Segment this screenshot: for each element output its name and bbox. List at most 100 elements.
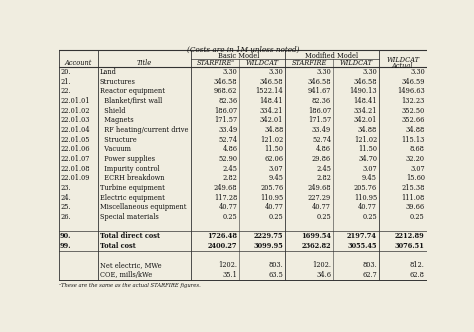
Text: 2.45: 2.45 (316, 165, 331, 173)
Text: 0.25: 0.25 (269, 213, 283, 221)
Text: 34.88: 34.88 (406, 126, 425, 134)
Text: STARFIRE: STARFIRE (292, 59, 327, 67)
Text: 205.76: 205.76 (354, 184, 377, 192)
Text: 803.: 803. (269, 261, 283, 269)
Text: 62.7: 62.7 (362, 271, 377, 279)
Text: 32.20: 32.20 (406, 155, 425, 163)
Text: 99.: 99. (60, 242, 72, 250)
Text: 186.07: 186.07 (308, 107, 331, 115)
Text: 1490.13: 1490.13 (349, 87, 377, 95)
Text: 22.01.05: 22.01.05 (61, 135, 90, 144)
Text: 249.68: 249.68 (214, 184, 237, 192)
Text: Modified Model: Modified Model (305, 52, 358, 60)
Text: 22.: 22. (60, 87, 71, 95)
Text: Total cost: Total cost (100, 242, 136, 250)
Text: 52.74: 52.74 (219, 135, 237, 144)
Text: 132.23: 132.23 (401, 97, 425, 105)
Text: (Costs are in 1M unless noted): (Costs are in 1M unless noted) (187, 46, 299, 54)
Text: 346.58: 346.58 (260, 78, 283, 86)
Text: 227.29: 227.29 (308, 194, 331, 202)
Text: 3.30: 3.30 (223, 68, 237, 76)
Text: Account: Account (65, 59, 92, 67)
Text: COE, mills/kWe: COE, mills/kWe (100, 271, 152, 279)
Text: 34.6: 34.6 (316, 271, 331, 279)
Text: Special materials: Special materials (100, 213, 158, 221)
Text: 34.88: 34.88 (358, 126, 377, 134)
Text: 3.07: 3.07 (363, 165, 377, 173)
Text: 334.21: 334.21 (354, 107, 377, 115)
Text: 2400.27: 2400.27 (208, 242, 237, 250)
Text: 33.49: 33.49 (218, 126, 237, 134)
Text: 40.77: 40.77 (312, 203, 331, 211)
Text: 115.13: 115.13 (401, 135, 425, 144)
Text: ECRH breakdown: ECRH breakdown (100, 174, 164, 182)
Text: 25.: 25. (60, 203, 71, 211)
Text: 968.62: 968.62 (214, 87, 237, 95)
Text: Actual: Actual (392, 62, 413, 70)
Text: 117.28: 117.28 (214, 194, 237, 202)
Text: 34.88: 34.88 (264, 126, 283, 134)
Text: 40.77: 40.77 (264, 203, 283, 211)
Text: 803.: 803. (362, 261, 377, 269)
Text: 346.59: 346.59 (401, 78, 425, 86)
Text: RF heating/current drive: RF heating/current drive (100, 126, 188, 134)
Text: 3.30: 3.30 (362, 68, 377, 76)
Text: 15.60: 15.60 (406, 174, 425, 182)
Text: 171.57: 171.57 (308, 116, 331, 124)
Text: 8.68: 8.68 (410, 145, 425, 153)
Text: 90.: 90. (60, 232, 72, 240)
Text: 4.86: 4.86 (316, 145, 331, 153)
Text: 40.77: 40.77 (219, 203, 237, 211)
Text: 342.01: 342.01 (260, 116, 283, 124)
Text: 121.02: 121.02 (354, 135, 377, 144)
Text: 9.45: 9.45 (268, 174, 283, 182)
Text: Vacuum: Vacuum (100, 145, 131, 153)
Text: 186.07: 186.07 (214, 107, 237, 115)
Text: Net electric, MWe: Net electric, MWe (100, 261, 161, 269)
Text: 9.45: 9.45 (362, 174, 377, 182)
Text: 215.38: 215.38 (401, 184, 425, 192)
Text: 121.02: 121.02 (260, 135, 283, 144)
Text: 62.8: 62.8 (410, 271, 425, 279)
Text: 22.01.02: 22.01.02 (61, 107, 90, 115)
Text: 82.36: 82.36 (219, 97, 237, 105)
Text: 82.36: 82.36 (312, 97, 331, 105)
Text: 334.21: 334.21 (260, 107, 283, 115)
Text: 3.07: 3.07 (269, 165, 283, 173)
Text: WILDCAT: WILDCAT (386, 56, 419, 64)
Text: 1522.14: 1522.14 (255, 87, 283, 95)
Text: 63.5: 63.5 (268, 271, 283, 279)
Text: 11.50: 11.50 (358, 145, 377, 153)
Text: 3.30: 3.30 (269, 68, 283, 76)
Text: WILDCAT: WILDCAT (246, 59, 279, 67)
Text: 2229.75: 2229.75 (254, 232, 283, 240)
Text: Title: Title (137, 59, 152, 67)
Text: 52.74: 52.74 (312, 135, 331, 144)
Text: 22.01.01: 22.01.01 (61, 97, 90, 105)
Text: 1699.54: 1699.54 (301, 232, 331, 240)
Text: 346.58: 346.58 (354, 78, 377, 86)
Text: 22.01.07: 22.01.07 (61, 155, 90, 163)
Text: 2.82: 2.82 (222, 174, 237, 182)
Text: Blanket/first wall: Blanket/first wall (100, 97, 162, 105)
Text: Reactor equipment: Reactor equipment (100, 87, 164, 95)
Text: Impurity control: Impurity control (100, 165, 159, 173)
Text: 40.77: 40.77 (358, 203, 377, 211)
Text: 352.66: 352.66 (401, 116, 425, 124)
Text: 346.58: 346.58 (308, 78, 331, 86)
Text: 0.25: 0.25 (223, 213, 237, 221)
Text: 52.90: 52.90 (219, 155, 237, 163)
Text: 23.: 23. (60, 184, 71, 192)
Text: 812.: 812. (410, 261, 425, 269)
Text: 3.30: 3.30 (410, 68, 425, 76)
Text: 1202.: 1202. (219, 261, 237, 269)
Text: WILDCAT: WILDCAT (339, 59, 373, 67)
Text: 4.86: 4.86 (222, 145, 237, 153)
Text: Structures: Structures (100, 78, 136, 86)
Text: 34.70: 34.70 (358, 155, 377, 163)
Text: 941.67: 941.67 (308, 87, 331, 95)
Text: 2362.82: 2362.82 (301, 242, 331, 250)
Text: 171.57: 171.57 (214, 116, 237, 124)
Text: 110.95: 110.95 (354, 194, 377, 202)
Text: 33.49: 33.49 (312, 126, 331, 134)
